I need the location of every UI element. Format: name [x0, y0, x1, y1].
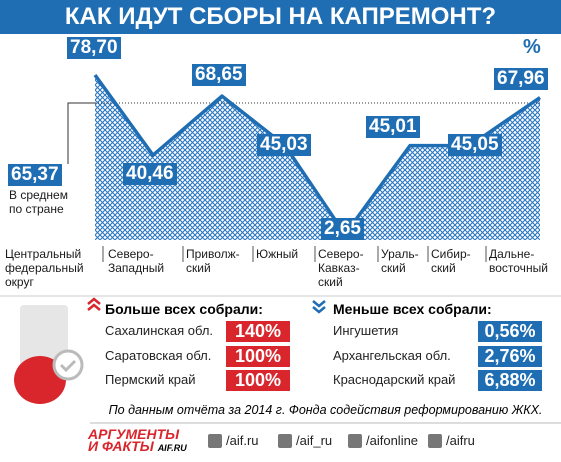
row-name: Архангельская обл.	[333, 348, 451, 363]
logo-site: AIF.RU	[157, 443, 187, 453]
least-title: Меньше всех собрали:	[333, 301, 492, 317]
chart-title: КАК ИДУТ СБОРЫ НА КАПРЕМОНТ?	[64, 3, 497, 30]
x-tick-label: Ураль- ский	[381, 247, 419, 275]
x-tick-label: Приволж- ский	[186, 247, 240, 275]
data-label: 45,01	[366, 115, 420, 138]
row-value: 2,76%	[478, 346, 542, 367]
up-icon	[87, 297, 101, 311]
clipboard-icon	[20, 305, 68, 367]
row-value: 6,88%	[478, 370, 542, 391]
data-label: 78,70	[67, 37, 121, 59]
x-tick-label: Южный	[256, 247, 299, 261]
social-link: /aifru	[446, 433, 475, 448]
social-link: /aif.ru	[226, 433, 259, 448]
title-bar	[0, 0, 561, 34]
data-label: 67,96	[494, 67, 548, 90]
row-name: Краснодарский край	[333, 372, 456, 387]
data-label: 2,65	[321, 218, 364, 241]
row-value: 100%	[226, 346, 290, 367]
row-name: Саратовская обл.	[105, 348, 212, 363]
average-leader	[67, 102, 95, 164]
social-icon	[278, 434, 292, 448]
down-icon	[312, 300, 326, 314]
data-label: 40,46	[123, 163, 177, 186]
row-value: 0,56%	[478, 321, 542, 342]
social-icon	[348, 434, 362, 448]
average-label: 65,37	[8, 164, 62, 186]
x-tick-label: Дальне- восточный	[489, 247, 548, 275]
average-text: В среднем по стране	[9, 188, 68, 216]
logo: АРГУМЕНТЫ И ФАКТЫ AIF.RU	[88, 427, 187, 454]
most-title: Больше всех собрали:	[105, 301, 263, 317]
x-tick-label: Северо- Кавказ- ский	[318, 247, 364, 289]
row-value: 100%	[226, 370, 290, 391]
social-icon	[208, 434, 222, 448]
row-name: Сахалинская обл.	[105, 323, 214, 338]
x-tick-label: Северо- Западный	[108, 247, 165, 275]
x-tick-label: Сибир- ский	[431, 247, 471, 275]
data-label: 68,65	[192, 64, 246, 87]
social-link: /aif_ru	[296, 433, 333, 448]
check-icon	[52, 349, 84, 381]
row-name: Пермский край	[105, 372, 196, 387]
logo-line: И ФАКТЫ	[88, 438, 154, 454]
row-name: Ингушетия	[333, 323, 399, 338]
x-tick-label: Центральный федеральный округ	[5, 247, 84, 289]
social-icon	[428, 434, 442, 448]
area	[95, 75, 540, 240]
data-label: 45,05	[448, 133, 502, 156]
data-label: 45,03	[257, 133, 311, 156]
social-link: /aifonline	[366, 433, 419, 448]
row-value: 140%	[226, 321, 290, 342]
unit-label: %	[523, 36, 541, 58]
note: По данным отчёта за 2014 г. Фонда содейс…	[108, 403, 543, 417]
